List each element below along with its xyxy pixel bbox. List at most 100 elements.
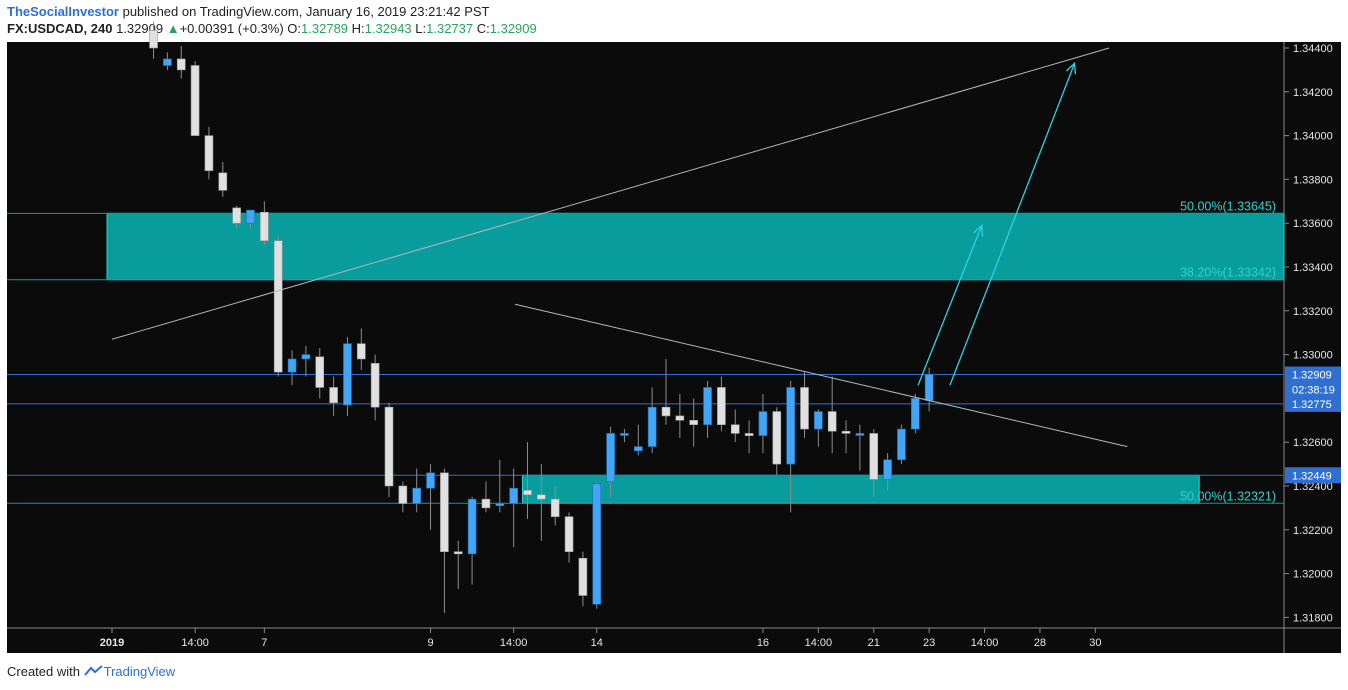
bull-candle: [509, 487, 518, 504]
bull-candle: [592, 483, 602, 605]
x-tick-label: 28: [1034, 637, 1046, 649]
bull-candle: [426, 472, 435, 489]
bear-candle: [453, 551, 463, 555]
bull-candle: [606, 433, 615, 482]
bear-candle: [689, 419, 699, 425]
bull-candle: [897, 428, 906, 461]
bull-candle: [814, 411, 823, 430]
symbol-label: FX:USDCAD, 240: [7, 21, 113, 36]
price-label: 1.32909: [1292, 370, 1332, 382]
bear-candle: [578, 557, 588, 596]
bull-candle: [467, 498, 477, 555]
price-label: 1.32775: [1292, 399, 1332, 411]
publish-info: TheSocialInvestor published on TradingVi…: [7, 4, 490, 19]
x-tick-label: 2019: [100, 637, 124, 649]
x-tick-label: 23: [923, 637, 935, 649]
y-tick-label: 1.32200: [1293, 525, 1333, 537]
y-tick-label: 1.32400: [1293, 481, 1333, 493]
price-change: +0.00391 (+0.3%): [179, 21, 284, 36]
x-tick-label: 14:00: [181, 637, 209, 649]
fib-label: 38.20%(1.33342): [1180, 266, 1276, 280]
bull-candle: [855, 433, 865, 436]
price-label-box: [1285, 467, 1341, 484]
y-tick-label: 1.33400: [1293, 262, 1333, 274]
y-tick-label: 1.34200: [1293, 87, 1333, 99]
x-tick-label: 14:00: [805, 637, 833, 649]
symbol-info: FX:USDCAD, 240 1.32909 ▲+0.00391 (+0.3%)…: [7, 21, 537, 36]
bear-candle: [772, 411, 782, 465]
price-axis-background: [1284, 42, 1341, 628]
low-label: L:: [415, 21, 427, 36]
lower-zone: [522, 474, 1200, 504]
projection-arrow-long: [949, 63, 1076, 386]
y-tick-label: 1.33200: [1293, 306, 1333, 318]
price-label: 02:38:19: [1292, 385, 1335, 397]
bear-candle: [190, 65, 200, 136]
descending-trendline: [514, 303, 1128, 448]
bear-candle: [550, 498, 560, 517]
bear-candle: [218, 172, 228, 191]
bull-candle: [703, 387, 712, 425]
bear-candle: [384, 406, 394, 487]
price-label-box: [1285, 395, 1341, 412]
bear-candle: [260, 211, 269, 242]
y-tick-label: 1.34400: [1293, 43, 1333, 55]
low-value: 1.32737: [426, 21, 474, 36]
bear-candle: [675, 415, 685, 421]
bull-candle: [412, 487, 422, 504]
bull-candle: [786, 387, 795, 465]
bull-candle: [883, 459, 892, 480]
bull-candle: [343, 343, 352, 406]
time-axis-background: [7, 628, 1341, 653]
y-tick-label: 1.31800: [1293, 612, 1333, 624]
bull-candle: [301, 354, 311, 360]
close-label: C:: [476, 21, 490, 36]
bear-candle: [869, 433, 879, 480]
bear-candle: [661, 406, 671, 417]
bear-candle: [717, 387, 726, 425]
bull-candle: [495, 503, 505, 507]
x-tick-label: 16: [757, 637, 769, 649]
bear-candle: [827, 411, 837, 432]
bull-candle: [647, 406, 657, 447]
bull-candle: [910, 398, 920, 430]
bear-candle: [564, 516, 574, 552]
bull-candle: [633, 446, 643, 452]
bear-candle: [329, 387, 338, 404]
y-tick-label: 1.33600: [1293, 218, 1333, 230]
bull-candle: [758, 411, 768, 436]
price-label: 1.32449: [1292, 470, 1332, 482]
close-value: 1.32909: [489, 21, 537, 36]
bear-candle: [841, 430, 851, 434]
high-value: 1.32943: [364, 21, 412, 36]
author-link[interactable]: TheSocialInvestor: [7, 4, 119, 19]
bear-candle: [370, 363, 380, 408]
x-tick-label: 30: [1089, 637, 1101, 649]
price-label-box: [1285, 381, 1341, 398]
rising-trendline: [111, 47, 1110, 340]
bear-candle: [398, 485, 408, 504]
bear-candle: [523, 490, 532, 496]
high-label: H:: [351, 21, 365, 36]
bear-candle: [537, 494, 546, 500]
bear-candle: [440, 472, 449, 552]
open-label: O:: [287, 21, 302, 36]
bull-candle: [246, 209, 255, 224]
bear-candle: [744, 433, 754, 436]
bear-candle: [204, 135, 214, 171]
x-tick-label: 21: [868, 637, 880, 649]
x-tick-label: 14:00: [500, 637, 528, 649]
x-tick-label: 14:00: [971, 637, 999, 649]
tradingview-link[interactable]: TradingView: [103, 664, 176, 679]
projection-arrow-short: [917, 225, 983, 386]
created-with-text: Created with: [7, 664, 80, 679]
x-tick-label: 9: [427, 637, 433, 649]
bull-candle: [924, 374, 934, 401]
fib-label: 50.00%(1.33645): [1180, 199, 1276, 213]
bull-candle: [620, 433, 629, 436]
bear-candle: [481, 498, 491, 509]
bear-candle: [730, 424, 740, 434]
bear-candle: [315, 356, 325, 388]
bear-candle: [176, 58, 186, 71]
